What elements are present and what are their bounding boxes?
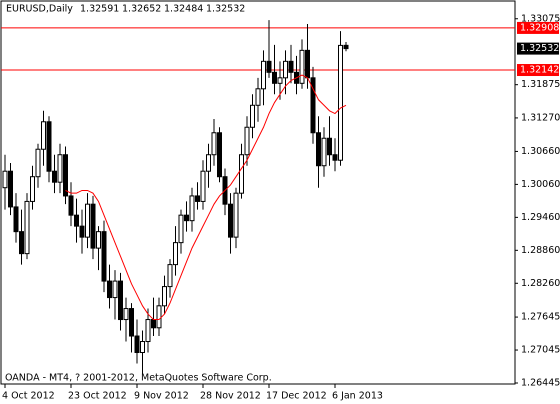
candle-body [156,305,162,329]
candle-body [41,121,46,150]
candle-body [123,308,129,321]
candle-body [107,280,112,299]
y-tick-label: 1.30060 [521,179,560,190]
candle-body [118,280,123,321]
candle-body [277,77,283,84]
candle-body [173,242,178,266]
y-tick-label: 1.31270 [521,112,560,123]
candle-body [184,214,189,222]
candle-body [266,60,272,73]
candle-body [332,154,338,161]
candle-body [52,170,57,183]
candle-body [305,49,310,79]
candle-body [239,154,244,194]
candle-body [217,132,222,178]
candle-body [272,71,277,84]
candle-body [79,225,85,238]
candle-body [255,88,261,106]
chart-title: EURUSD,Daily [6,4,73,15]
candle-body [261,60,266,90]
candle-body [19,231,24,255]
x-tick-label: 23 Oct 2012 [68,391,127,402]
candle-body [134,335,140,354]
candle-body [283,60,288,79]
candle-body [244,126,250,156]
y-tick-label: 1.27645 [521,312,560,323]
candle-body [74,214,79,227]
candle-body [288,60,294,73]
candle-body [310,77,316,134]
candle-body [316,132,321,167]
candle-body [321,137,327,167]
y-tick-label: 1.28860 [521,245,560,256]
current-price-box [517,42,559,55]
candle-body [85,203,90,238]
candle-body [211,132,217,156]
x-tick-label: 4 Oct 2012 [2,391,55,402]
candle-body [90,203,96,249]
x-tick-label: 6 Jan 2013 [332,391,383,402]
x-tick-label: 9 Nov 2012 [134,391,189,402]
y-tick-label: 1.26445 [521,378,560,389]
candle-body [63,154,68,197]
candle-body [101,231,107,282]
candle-body [343,44,349,50]
candle-body [140,341,145,354]
level-label: 1.32142 [520,65,559,76]
x-tick-label: 28 Nov 2012 [200,391,261,402]
moving-average [65,74,347,321]
candle-body [151,319,156,329]
ohlc-open: 1.32591 [80,4,119,15]
candle-body [57,154,63,183]
candle-body [112,280,118,299]
current-price-label: 1.32532 [520,43,559,54]
candle-body [162,286,167,307]
candle-body [145,319,151,343]
candle-body [250,104,255,128]
candle-body [167,264,173,288]
candle-body [13,206,19,233]
copyright-note: OANDA - MT4, ? 2001-2012, MetaQuotes Sof… [5,373,272,384]
candle-body [299,49,305,84]
level-label-box [517,64,559,77]
candle-body [233,192,239,238]
level-label-box [517,21,559,34]
candle-body [35,148,41,178]
candle-body [189,195,195,222]
candle-body [178,214,184,244]
y-tick-label: 1.28260 [521,278,560,289]
ohlc-low: 1.32484 [164,4,203,15]
y-tick-label: 1.29460 [521,212,560,223]
candle-body [206,154,211,172]
candle-body [2,170,8,189]
ohlc-high: 1.32652 [122,4,161,15]
candle-body [327,137,332,156]
candle-body [228,203,233,238]
y-tick-label: 1.31875 [521,79,560,90]
level-label: 1.32908 [520,22,559,33]
candle-body [30,176,35,202]
candle-body [200,170,206,202]
y-tick-label: 1.33075 [521,13,560,24]
candle-body [129,308,134,337]
candle-body [46,121,52,172]
candle-body [8,170,13,208]
candle-body [338,44,343,161]
candle-body [24,200,30,255]
candle-body [96,231,101,249]
candle-body [68,195,74,216]
x-tick-label: 17 Dec 2012 [266,391,327,402]
plot-frame [0,0,516,385]
ohlc-close: 1.32532 [206,4,245,15]
y-tick-label: 1.27045 [521,345,560,356]
candle-body [195,195,200,202]
y-tick-label: 1.30660 [521,146,560,157]
